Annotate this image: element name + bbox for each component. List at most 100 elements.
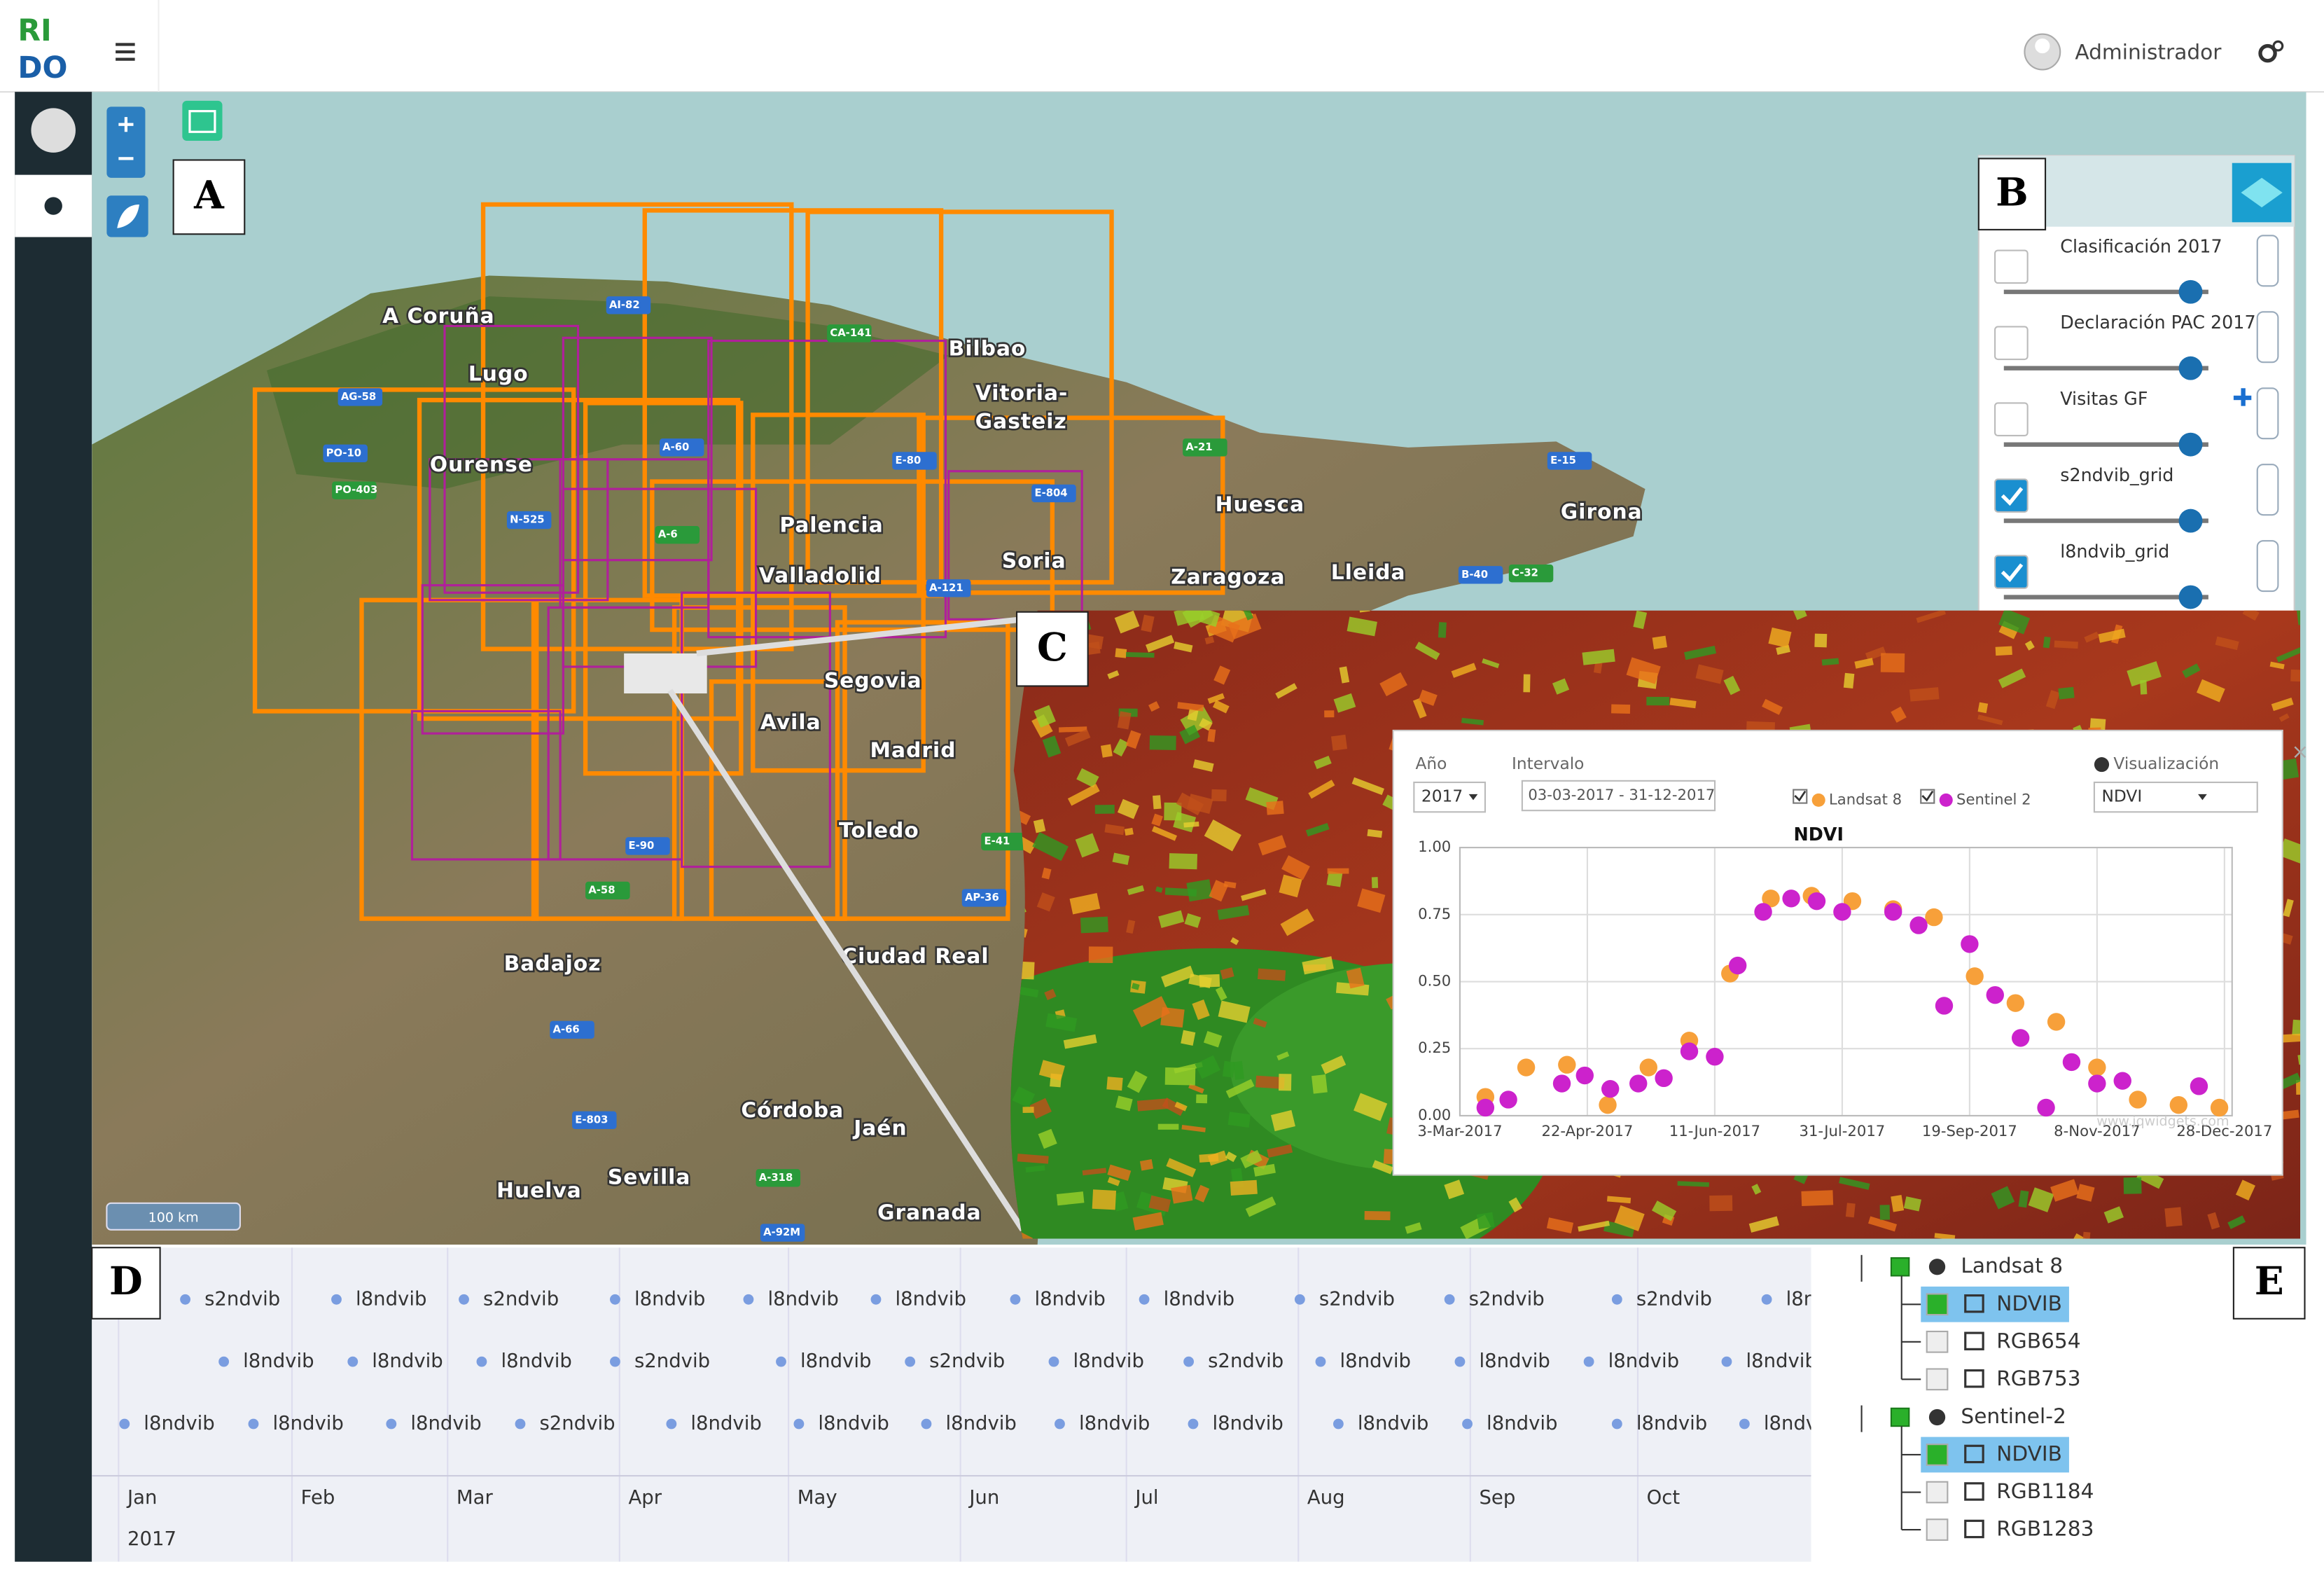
order-control[interactable]	[2256, 311, 2279, 364]
timeline-item[interactable]: l8ndvib	[1746, 1350, 1816, 1372]
slider-knob[interactable]	[2178, 585, 2203, 609]
scale-label: 100 km	[148, 1210, 199, 1225]
timeline-item[interactable]: l8ndvib	[690, 1412, 761, 1434]
timeline-item[interactable]: l8ndvib	[410, 1412, 481, 1434]
timeline-item[interactable]: s2ndvib	[1319, 1287, 1395, 1310]
timeline-item[interactable]: l8ndvib	[1636, 1412, 1707, 1434]
timeline-dot	[1611, 1294, 1622, 1305]
field-patch	[1709, 1195, 1733, 1212]
timeline-item[interactable]: l8ndvib	[1034, 1287, 1105, 1310]
layer-name[interactable]: NDVIB	[1996, 1292, 2062, 1315]
layer-checkbox[interactable]	[1994, 249, 2029, 284]
zoom-in[interactable]	[118, 117, 134, 132]
year-value: 2017	[1421, 787, 1463, 806]
road-label: AI-82	[609, 299, 640, 311]
zoom-out[interactable]	[118, 157, 134, 160]
help-icon[interactable]	[2094, 757, 2110, 773]
settings-button[interactable]	[2258, 40, 2284, 63]
timeline-item[interactable]: l8ndvib	[1487, 1412, 1557, 1434]
timeline-item[interactable]: l8ndvib	[272, 1412, 343, 1434]
timeline-item[interactable]: l8ndvib	[1479, 1350, 1550, 1372]
timeline-item[interactable]: l8ndvib	[501, 1350, 571, 1372]
slider-knob[interactable]	[2178, 279, 2203, 304]
timeline-item[interactable]: l8ndvib	[1079, 1412, 1150, 1434]
place-label: Sevilla	[608, 1165, 691, 1189]
layer-checkbox[interactable]	[1926, 1518, 1949, 1541]
field-patch	[1107, 1164, 1132, 1181]
timeline-item[interactable]: l8ndvib	[945, 1412, 1016, 1434]
x-tick-label: 8-Nov-2017	[2054, 1122, 2140, 1140]
order-control[interactable]	[2256, 387, 2279, 440]
layer-checkbox[interactable]	[1994, 402, 2029, 437]
timeline-item[interactable]: l8ndvib	[895, 1287, 966, 1310]
popup-close[interactable]: ×	[2291, 740, 2309, 763]
timeline-item[interactable]: l8ndvib	[1608, 1350, 1679, 1372]
timeline-item[interactable]: l8ndvib	[634, 1287, 705, 1310]
timeline-item[interactable]: s2ndvib	[539, 1412, 615, 1434]
layer-name[interactable]: RGB654	[1996, 1329, 2080, 1352]
timeline-item[interactable]: l8ndvib	[1358, 1412, 1428, 1434]
place-label: Huesca	[1216, 492, 1304, 516]
calendar-button[interactable]	[182, 100, 223, 141]
timeline-item[interactable]: l8ndvib	[1786, 1287, 1857, 1310]
user-name[interactable]: Administrador	[2075, 41, 2222, 64]
timeline-item[interactable]: l8ndvib	[1764, 1412, 1835, 1434]
order-control[interactable]	[2256, 464, 2279, 516]
layer-checkbox[interactable]	[1926, 1444, 1949, 1466]
timeline-item[interactable]: l8ndvib	[1212, 1412, 1283, 1434]
slider-knob[interactable]	[2178, 356, 2203, 380]
field-patch	[1324, 710, 1335, 718]
layer-checkbox[interactable]	[1994, 326, 2029, 361]
layer-name[interactable]: NDVIB	[1996, 1441, 2062, 1465]
group-checkbox[interactable]	[1890, 1257, 1910, 1277]
timeline-dot	[1188, 1418, 1199, 1430]
layer-name[interactable]: RGB753	[1996, 1366, 2080, 1390]
timeline-item[interactable]: l8ndvib	[144, 1412, 214, 1434]
layer-checkbox[interactable]	[1926, 1481, 1949, 1504]
add-layer[interactable]	[2233, 388, 2252, 406]
field-patch	[2278, 713, 2290, 722]
place-label: Avila	[760, 710, 821, 734]
layer-checkbox[interactable]	[1926, 1368, 1949, 1391]
timeline-item[interactable]: s2ndvib	[204, 1287, 280, 1310]
timeline-item[interactable]: s2ndvib	[929, 1350, 1005, 1372]
interval-input[interactable]	[1521, 780, 1716, 812]
timeline-item[interactable]: l8ndvib	[800, 1350, 871, 1372]
layer-name[interactable]: RGB1283	[1996, 1517, 2094, 1541]
timeline-item[interactable]: s2ndvib	[1208, 1350, 1283, 1372]
timeline-item[interactable]: l8ndvib	[818, 1412, 889, 1434]
layer-checkbox[interactable]	[1994, 478, 2029, 513]
calendar-icon	[1964, 1482, 1984, 1501]
timeline-item[interactable]: l8ndvib	[1340, 1350, 1411, 1372]
field-patch	[1414, 642, 1440, 660]
timeline-item[interactable]: l8ndvib	[356, 1287, 426, 1310]
timeline-item[interactable]: l8ndvib	[1073, 1350, 1143, 1372]
year-select[interactable]	[1413, 781, 1487, 813]
layer-name[interactable]: RGB1184	[1996, 1479, 2094, 1503]
timeline-item[interactable]: l8ndvib	[1164, 1287, 1234, 1310]
field-patch	[1482, 658, 1500, 669]
timeline-item[interactable]: l8ndvib	[243, 1350, 314, 1372]
data-point	[2088, 1058, 2106, 1077]
timeline-dot	[476, 1356, 487, 1367]
slider-knob[interactable]	[2178, 432, 2203, 457]
view-select[interactable]	[2093, 781, 2258, 813]
field-patch	[1034, 705, 1056, 728]
menu-button[interactable]	[116, 43, 135, 61]
timeline-item[interactable]: s2ndvib	[1636, 1287, 1712, 1310]
slider-knob[interactable]	[2178, 508, 2203, 533]
timeline-item[interactable]: l8ndvib	[767, 1287, 838, 1310]
timeline-item[interactable]: s2ndvib	[634, 1350, 710, 1372]
group-checkbox[interactable]	[1890, 1407, 1910, 1427]
timeline-item[interactable]: s2ndvib	[1469, 1287, 1545, 1310]
order-control[interactable]	[2256, 540, 2279, 593]
timeline-item[interactable]: s2ndvib	[483, 1287, 559, 1310]
timeline-dot	[1739, 1418, 1750, 1430]
timeline-item[interactable]: l8ndvib	[372, 1350, 443, 1372]
order-control[interactable]	[2256, 235, 2279, 287]
road-badge	[1031, 484, 1076, 503]
layer-checkbox[interactable]	[1926, 1293, 1949, 1316]
layer-checkbox[interactable]	[1994, 555, 2029, 589]
sidebar-avatar[interactable]	[31, 108, 76, 153]
layer-checkbox[interactable]	[1926, 1330, 1949, 1353]
